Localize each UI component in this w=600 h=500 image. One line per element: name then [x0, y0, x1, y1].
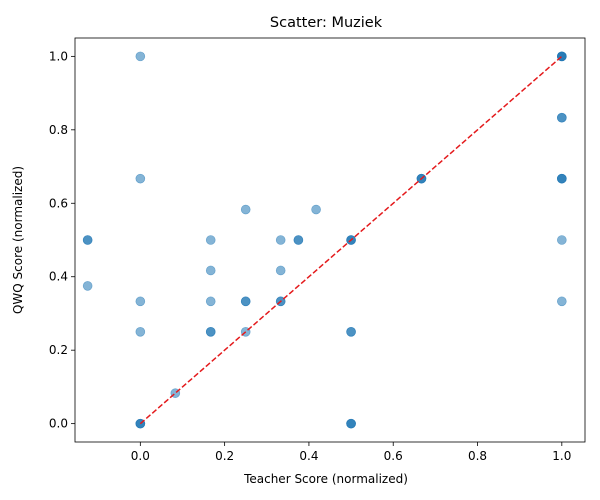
- scatter-point: [275, 265, 286, 276]
- x-tick-label: 0.0: [131, 449, 150, 463]
- scatter-point: [346, 418, 356, 429]
- x-tick-label: 0.6: [384, 449, 403, 463]
- x-tick-label: 1.0: [552, 449, 571, 463]
- y-tick-label: 1.0: [49, 49, 68, 63]
- scatter-point: [135, 296, 146, 307]
- y-tick-label: 0.8: [49, 123, 68, 137]
- y-tick-label: 0.2: [49, 343, 68, 357]
- plot-frame: [74, 37, 586, 443]
- y-tick-label: 0.0: [49, 417, 68, 431]
- scatter-point: [240, 296, 251, 307]
- x-tick-label: 0.2: [215, 449, 234, 463]
- scatter-point: [557, 296, 567, 307]
- x-tick-label: 0.8: [468, 449, 487, 463]
- scatter-point: [205, 265, 216, 276]
- y-axis-label: QWQ Score (normalized): [11, 166, 25, 314]
- scatter-point: [346, 327, 356, 337]
- scatter-point: [557, 235, 567, 245]
- y-tick-label: 0.4: [49, 270, 68, 284]
- scatter-point: [135, 51, 146, 62]
- y-tick-label: 0.6: [49, 196, 68, 210]
- scatter-point: [135, 173, 146, 184]
- scatter-point: [135, 327, 146, 337]
- scatter-point: [275, 235, 286, 245]
- scatter-point: [293, 235, 304, 245]
- scatter-point: [557, 112, 567, 123]
- scatter-point: [311, 204, 321, 215]
- plot-area: [82, 51, 567, 429]
- scatter-point: [557, 173, 567, 184]
- x-tick-label: 0.4: [299, 449, 318, 463]
- reference-line: [139, 55, 563, 425]
- scatter-point: [82, 281, 93, 291]
- scatter-point: [205, 327, 216, 337]
- scatter-point: [82, 235, 93, 245]
- chart-title: Scatter: Muziek: [270, 15, 383, 31]
- scatter-point: [205, 296, 216, 307]
- x-axis: 0.0 0.2 0.4 0.6 0.8 1.0: [131, 442, 571, 463]
- y-axis: 0.0 0.2 0.4 0.6 0.8 1.0: [49, 49, 75, 431]
- x-axis-label: Teacher Score (normalized): [243, 472, 408, 486]
- scatter-point: [205, 235, 216, 245]
- scatter-point: [240, 204, 251, 215]
